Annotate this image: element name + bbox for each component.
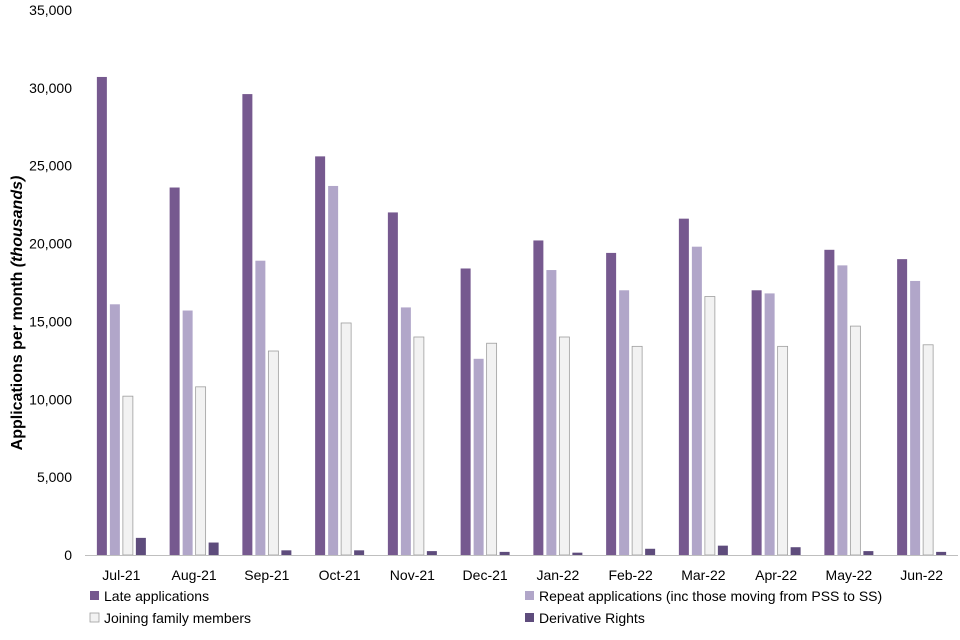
bar-derivative-rights-apr-22 (790, 547, 801, 555)
x-tick-label: Apr-22 (755, 567, 797, 583)
y-tick-label: 20,000 (29, 236, 72, 252)
bar-late-applications-may-22 (824, 249, 835, 556)
bar-joining-family-members-jul-21 (122, 395, 134, 556)
y-tick-label: 10,000 (29, 391, 72, 407)
bar-late-applications-nov-21 (387, 212, 398, 555)
x-tick-label: Sep-21 (244, 567, 289, 583)
bar-derivative-rights-sep-21 (281, 550, 292, 555)
bar-derivative-rights-dec-21 (499, 551, 510, 555)
x-axis-ticks: Jul-21 Aug-21 Sep-21 Oct-21 Nov-21 Dec-21 Jan-… (102, 567, 943, 583)
bar-derivative-rights-nov-21 (426, 551, 437, 555)
bar-derivative-rights-may-22 (863, 551, 874, 555)
x-tick-label: Dec-21 (463, 567, 508, 583)
x-tick-label: Feb-22 (608, 567, 653, 583)
x-tick-label: Jul-21 (102, 567, 140, 583)
legend-label: Joining family members (104, 610, 251, 626)
y-axis-title: Applications per month (thousands) (9, 176, 26, 451)
bar-joining-family-members-apr-22 (777, 345, 789, 556)
bar-derivative-rights-jul-21 (135, 537, 146, 555)
bar-joining-family-members-mar-22 (704, 296, 716, 556)
bar-repeat-applications-inc-those-moving-from-pss-to-ss--mar-22 (691, 246, 702, 555)
bar-derivative-rights-oct-21 (354, 550, 365, 555)
legend-label: Repeat applications (inc those moving fr… (539, 588, 882, 604)
bar-joining-family-members-dec-21 (486, 342, 498, 556)
bar-late-applications-dec-21 (460, 268, 471, 555)
legend-swatch (525, 613, 534, 622)
x-tick-label: Jan-22 (536, 567, 579, 583)
bar-late-applications-oct-21 (315, 156, 326, 555)
legend: Late applications Repeat applications (in… (89, 588, 882, 626)
y-tick-label: 0 (64, 547, 72, 563)
bar-joining-family-members-nov-21 (413, 336, 425, 556)
bar-joining-family-members-sep-21 (267, 350, 279, 556)
bar-derivative-rights-jun-22 (936, 551, 947, 555)
bar-repeat-applications-inc-those-moving-from-pss-to-ss--jul-21 (109, 304, 120, 555)
bar-repeat-applications-inc-those-moving-from-pss-to-ss--aug-21 (182, 310, 193, 555)
legend-label: Derivative Rights (539, 610, 645, 626)
y-axis-ticks: 0 5,000 10,000 15,000 20,000 25,000 30,000 35,0… (29, 2, 72, 563)
bar-derivative-rights-jan-22 (572, 552, 583, 555)
legend-swatch (90, 591, 99, 600)
bar-joining-family-members-aug-21 (195, 386, 207, 556)
bar-derivative-rights-mar-22 (717, 545, 728, 555)
x-tick-label: Nov-21 (390, 567, 435, 583)
legend-label: Late applications (104, 588, 209, 604)
bar-derivative-rights-feb-22 (645, 548, 656, 555)
x-tick-label: Aug-21 (172, 567, 217, 583)
x-tick-label: Oct-21 (319, 567, 361, 583)
y-tick-label: 35,000 (29, 2, 72, 18)
y-tick-label: 25,000 (29, 158, 72, 174)
y-tick-label: 15,000 (29, 313, 72, 329)
legend-swatch (525, 591, 534, 600)
bars (96, 76, 947, 556)
bar-joining-family-members-feb-22 (631, 345, 643, 556)
bar-late-applications-aug-21 (169, 187, 180, 555)
bar-repeat-applications-inc-those-moving-from-pss-to-ss--nov-21 (400, 307, 411, 555)
bar-repeat-applications-inc-those-moving-from-pss-to-ss--feb-22 (619, 290, 630, 555)
bar-late-applications-mar-22 (678, 218, 689, 555)
bar-repeat-applications-inc-those-moving-from-pss-to-ss--sep-21 (255, 260, 266, 555)
bar-joining-family-members-jan-22 (558, 336, 570, 556)
y-tick-label: 30,000 (29, 80, 72, 96)
svg-text:Applications per month (thousa: Applications per month (thousands) (9, 176, 26, 451)
bar-repeat-applications-inc-those-moving-from-pss-to-ss--apr-22 (764, 293, 775, 555)
x-tick-label: Mar-22 (681, 567, 726, 583)
y-axis-title-unit: (thousands) (9, 176, 26, 268)
bar-joining-family-members-may-22 (849, 325, 861, 556)
y-tick-label: 5,000 (37, 469, 72, 485)
x-tick-label: Jun-22 (900, 567, 943, 583)
bar-derivative-rights-aug-21 (208, 542, 219, 555)
bar-repeat-applications-inc-those-moving-from-pss-to-ss--dec-21 (473, 358, 484, 555)
bar-joining-family-members-jun-22 (922, 344, 934, 556)
bar-late-applications-jun-22 (897, 259, 908, 555)
bar-late-applications-apr-22 (751, 290, 762, 555)
bar-late-applications-jan-22 (533, 240, 544, 555)
bar-repeat-applications-inc-those-moving-from-pss-to-ss--jan-22 (546, 270, 557, 555)
bar-late-applications-feb-22 (606, 252, 617, 555)
y-axis-title-main: Applications per month (9, 267, 26, 450)
bar-joining-family-members-oct-21 (340, 322, 352, 556)
x-tick-label: May-22 (826, 567, 873, 583)
bar-repeat-applications-inc-those-moving-from-pss-to-ss--may-22 (837, 265, 848, 555)
bar-late-applications-sep-21 (242, 94, 253, 555)
bar-repeat-applications-inc-those-moving-from-pss-to-ss--jun-22 (910, 280, 921, 555)
legend-swatch (89, 612, 100, 623)
bar-late-applications-jul-21 (96, 76, 107, 555)
bar-repeat-applications-inc-those-moving-from-pss-to-ss--oct-21 (328, 185, 339, 555)
